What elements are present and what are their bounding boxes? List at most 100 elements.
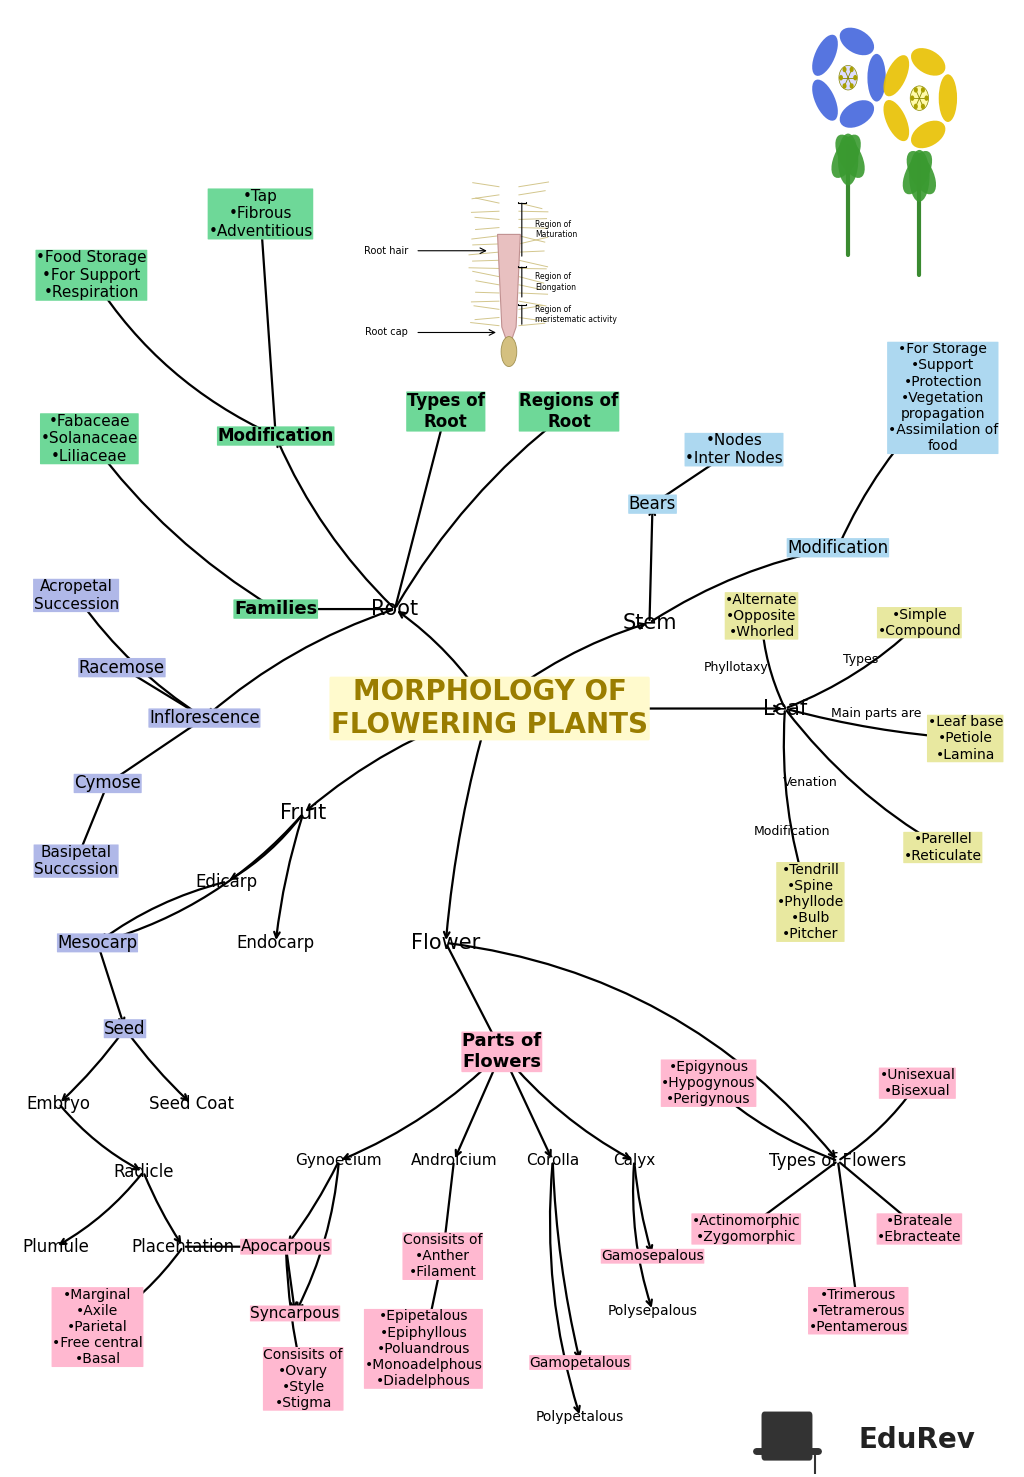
Text: •Food Storage
•For Support
•Respiration: •Food Storage •For Support •Respiration: [36, 251, 146, 300]
Text: •Alternate
•Opposite
•Whorled: •Alternate •Opposite •Whorled: [725, 592, 798, 640]
Text: Leaf: Leaf: [763, 699, 807, 718]
Text: •Brateale
•Ebracteate: •Brateale •Ebracteate: [878, 1214, 962, 1244]
Text: Gamosepalous: Gamosepalous: [601, 1250, 703, 1263]
Ellipse shape: [911, 49, 945, 75]
Ellipse shape: [910, 96, 914, 100]
Text: Placentation: Placentation: [131, 1238, 234, 1255]
Text: Types: Types: [843, 653, 878, 666]
Text: MORPHOLOGY OF
FLOWERING PLANTS: MORPHOLOGY OF FLOWERING PLANTS: [331, 678, 648, 738]
Ellipse shape: [843, 83, 847, 89]
Text: Acropetal
Succession: Acropetal Succession: [34, 579, 119, 611]
FancyBboxPatch shape: [762, 1412, 812, 1461]
Text: Apocarpous: Apocarpous: [241, 1239, 331, 1254]
Ellipse shape: [853, 75, 857, 80]
Text: Region of
Maturation: Region of Maturation: [536, 220, 578, 239]
Text: Region of
Elongation: Region of Elongation: [536, 272, 577, 292]
Text: Embryo: Embryo: [27, 1094, 91, 1112]
Text: Regions of
Root: Regions of Root: [519, 391, 618, 431]
Text: Polysepalous: Polysepalous: [607, 1304, 697, 1317]
Ellipse shape: [812, 34, 838, 75]
Ellipse shape: [911, 121, 945, 148]
Ellipse shape: [884, 55, 909, 96]
Text: Modification: Modification: [787, 539, 889, 557]
Text: Corolla: Corolla: [526, 1154, 580, 1168]
Ellipse shape: [910, 86, 929, 111]
Text: Region of
meristematic activity: Region of meristematic activity: [536, 306, 616, 325]
Text: Mesocarp: Mesocarp: [57, 933, 137, 951]
Text: Bears: Bears: [629, 495, 676, 513]
Text: Seed: Seed: [104, 1019, 145, 1038]
Ellipse shape: [838, 133, 858, 185]
Text: Syncarpous: Syncarpous: [251, 1306, 340, 1320]
Ellipse shape: [921, 87, 925, 93]
Ellipse shape: [906, 151, 936, 195]
Ellipse shape: [939, 74, 957, 123]
Ellipse shape: [839, 75, 843, 80]
Text: Families: Families: [234, 600, 317, 617]
Ellipse shape: [836, 134, 864, 177]
Text: Androicium: Androicium: [411, 1154, 498, 1168]
Text: •Simple
•Compound: •Simple •Compound: [878, 607, 962, 638]
Text: Calyx: Calyx: [613, 1154, 655, 1168]
Text: EduRev: EduRev: [858, 1427, 975, 1455]
Ellipse shape: [850, 66, 854, 72]
Text: Basipetal
Succcssion: Basipetal Succcssion: [34, 845, 118, 877]
Text: Root hair: Root hair: [364, 245, 409, 256]
Ellipse shape: [831, 134, 861, 177]
Ellipse shape: [840, 28, 874, 55]
Text: Endocarp: Endocarp: [237, 933, 314, 951]
Ellipse shape: [925, 96, 929, 100]
Text: •Unisexual
•Bisexual: •Unisexual •Bisexual: [880, 1068, 955, 1099]
Text: Root: Root: [372, 600, 419, 619]
Text: •Nodes
•Inter Nodes: •Nodes •Inter Nodes: [685, 433, 783, 465]
Text: Venation: Venation: [783, 775, 838, 789]
Ellipse shape: [812, 80, 838, 121]
Text: Fruit: Fruit: [281, 803, 327, 824]
Text: •Fabaceae
•Solanaceae
•Liliaceae: •Fabaceae •Solanaceae •Liliaceae: [41, 414, 138, 464]
Text: •For Storage
•Support
•Protection
•Vegetation
propagation
•Assimilation of
food: •For Storage •Support •Protection •Veget…: [888, 343, 998, 453]
Text: •Tap
•Fibrous
•Adventitious: •Tap •Fibrous •Adventitious: [208, 189, 312, 239]
Ellipse shape: [909, 151, 930, 202]
Text: Edicarp: Edicarp: [196, 873, 258, 891]
Ellipse shape: [921, 103, 925, 109]
Text: •Marginal
•Axile
•Parietal
•Free central
•Basal: •Marginal •Axile •Parietal •Free central…: [52, 1288, 143, 1366]
Text: Consisits of
•Ovary
•Style
•Stigma: Consisits of •Ovary •Style •Stigma: [263, 1347, 343, 1411]
Text: Gamopetalous: Gamopetalous: [529, 1356, 631, 1369]
Ellipse shape: [913, 103, 918, 109]
Text: Gynoecium: Gynoecium: [296, 1154, 382, 1168]
Text: Stem: Stem: [623, 613, 677, 632]
Text: Cymose: Cymose: [75, 774, 141, 793]
Text: •Parellel
•Reticulate: •Parellel •Reticulate: [904, 833, 982, 863]
Text: Polypetalous: Polypetalous: [537, 1411, 625, 1424]
Ellipse shape: [501, 337, 517, 366]
Text: Inflorescence: Inflorescence: [150, 709, 260, 727]
Ellipse shape: [884, 100, 909, 142]
Text: Radicle: Radicle: [113, 1162, 174, 1180]
Text: •Epigynous
•Hypogynous
•Perigynous: •Epigynous •Hypogynous •Perigynous: [662, 1060, 756, 1106]
Text: •Trimerous
•Tetramerous
•Pentamerous: •Trimerous •Tetramerous •Pentamerous: [809, 1288, 908, 1334]
Text: Types of
Root: Types of Root: [407, 391, 484, 431]
Ellipse shape: [843, 66, 847, 72]
Ellipse shape: [867, 53, 886, 102]
Text: Flower: Flower: [412, 933, 480, 953]
Text: Plumule: Plumule: [23, 1238, 89, 1255]
Text: •Actinomorphic
•Zygomorphic: •Actinomorphic •Zygomorphic: [692, 1214, 801, 1244]
Text: •Leaf base
•Petiole
•Lamina: •Leaf base •Petiole •Lamina: [928, 715, 1002, 762]
Text: •Tendrill
•Spine
•Phyllode
•Bulb
•Pitcher: •Tendrill •Spine •Phyllode •Bulb •Pitche…: [777, 863, 844, 941]
Ellipse shape: [903, 151, 932, 195]
Ellipse shape: [913, 87, 918, 93]
Polygon shape: [498, 235, 520, 347]
Text: Parts of
Flowers: Parts of Flowers: [462, 1032, 542, 1071]
Ellipse shape: [850, 83, 854, 89]
Text: Consisits of
•Anther
•Filament: Consisits of •Anther •Filament: [403, 1233, 482, 1279]
Text: Seed Coat: Seed Coat: [148, 1094, 233, 1112]
Text: Modification: Modification: [754, 824, 830, 837]
Ellipse shape: [839, 65, 857, 90]
Text: Modification: Modification: [217, 427, 334, 445]
Ellipse shape: [840, 100, 874, 128]
Text: Racemose: Racemose: [79, 659, 165, 676]
Text: Types of Flowers: Types of Flowers: [769, 1152, 906, 1170]
Text: Phyllotaxy: Phyllotaxy: [703, 662, 768, 674]
Text: Main parts are: Main parts are: [831, 707, 922, 721]
Text: •Epipetalous
•Epiphyllous
•Poluandrous
•Monoadelphous
•Diadelphous: •Epipetalous •Epiphyllous •Poluandrous •…: [365, 1310, 482, 1388]
